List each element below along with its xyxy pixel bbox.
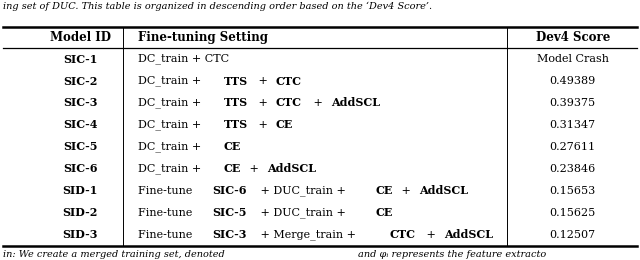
Text: CTC: CTC	[389, 229, 415, 240]
Text: CE: CE	[224, 163, 241, 174]
Text: Fine-tune: Fine-tune	[138, 230, 195, 240]
Text: AddSCL: AddSCL	[444, 229, 493, 240]
Text: SIC-4: SIC-4	[63, 119, 97, 131]
Text: +: +	[422, 230, 439, 240]
Text: +: +	[246, 164, 262, 174]
Text: 0.39375: 0.39375	[550, 98, 596, 108]
Text: TTS: TTS	[224, 119, 248, 131]
Text: Model Crash: Model Crash	[537, 54, 609, 64]
Text: in: We create a merged training set, denoted: in: We create a merged training set, den…	[3, 250, 225, 259]
Text: + DUC_train +: + DUC_train +	[257, 185, 349, 196]
Text: 0.12507: 0.12507	[550, 230, 596, 240]
Text: TTS: TTS	[224, 98, 248, 108]
Text: Fine-tune: Fine-tune	[138, 186, 195, 196]
Text: CE: CE	[224, 141, 241, 152]
Text: TTS: TTS	[224, 76, 248, 87]
Text: SIC-5: SIC-5	[212, 207, 247, 218]
Text: 0.15653: 0.15653	[550, 186, 596, 196]
Text: +: +	[255, 120, 271, 130]
Text: Fine-tuning Setting: Fine-tuning Setting	[138, 31, 268, 44]
Text: 0.49389: 0.49389	[550, 76, 596, 86]
Text: ing set of DUC. This table is organized in descending order based on the ‘Dev4 S: ing set of DUC. This table is organized …	[3, 1, 433, 11]
Text: + Merge_train +: + Merge_train +	[257, 229, 359, 240]
Text: SIC-2: SIC-2	[63, 76, 97, 87]
Text: Dev4 Score: Dev4 Score	[536, 31, 610, 44]
Text: DC_train +: DC_train +	[138, 120, 204, 130]
Text: DC_train +: DC_train +	[138, 141, 204, 152]
Text: DC_train + CTC: DC_train + CTC	[138, 54, 228, 64]
Text: 0.27611: 0.27611	[550, 142, 596, 152]
Text: AddSCL: AddSCL	[331, 98, 380, 108]
Text: CE: CE	[376, 207, 394, 218]
Text: +: +	[399, 186, 415, 196]
Text: +: +	[310, 98, 326, 108]
Text: CTC: CTC	[276, 76, 302, 87]
Text: and φᵢ represents the feature extracto: and φᵢ represents the feature extracto	[358, 250, 547, 259]
Text: 0.15625: 0.15625	[550, 208, 596, 218]
Text: SIC-6: SIC-6	[63, 163, 97, 174]
Text: Fine-tune: Fine-tune	[138, 208, 195, 218]
Text: AddSCL: AddSCL	[268, 163, 316, 174]
Text: SIC-3: SIC-3	[63, 98, 97, 108]
Text: SIC-5: SIC-5	[63, 141, 97, 152]
Text: SID-2: SID-2	[62, 207, 98, 218]
Text: Model ID: Model ID	[49, 31, 111, 44]
Text: DC_train +: DC_train +	[138, 98, 204, 108]
Text: SID-1: SID-1	[62, 185, 98, 196]
Text: DC_train +: DC_train +	[138, 76, 204, 86]
Text: 0.31347: 0.31347	[550, 120, 596, 130]
Text: CE: CE	[376, 185, 394, 196]
Text: CTC: CTC	[276, 98, 302, 108]
Text: SIC-6: SIC-6	[212, 185, 247, 196]
Text: +: +	[255, 98, 271, 108]
Text: +: +	[255, 76, 271, 86]
Text: + DUC_train +: + DUC_train +	[257, 207, 349, 218]
Text: 0.23846: 0.23846	[550, 164, 596, 174]
Text: SID-3: SID-3	[62, 229, 98, 240]
Text: SIC-3: SIC-3	[212, 229, 247, 240]
Text: DC_train +: DC_train +	[138, 164, 204, 174]
Text: AddSCL: AddSCL	[420, 185, 468, 196]
Text: SIC-1: SIC-1	[63, 54, 97, 64]
Text: CE: CE	[276, 119, 293, 131]
